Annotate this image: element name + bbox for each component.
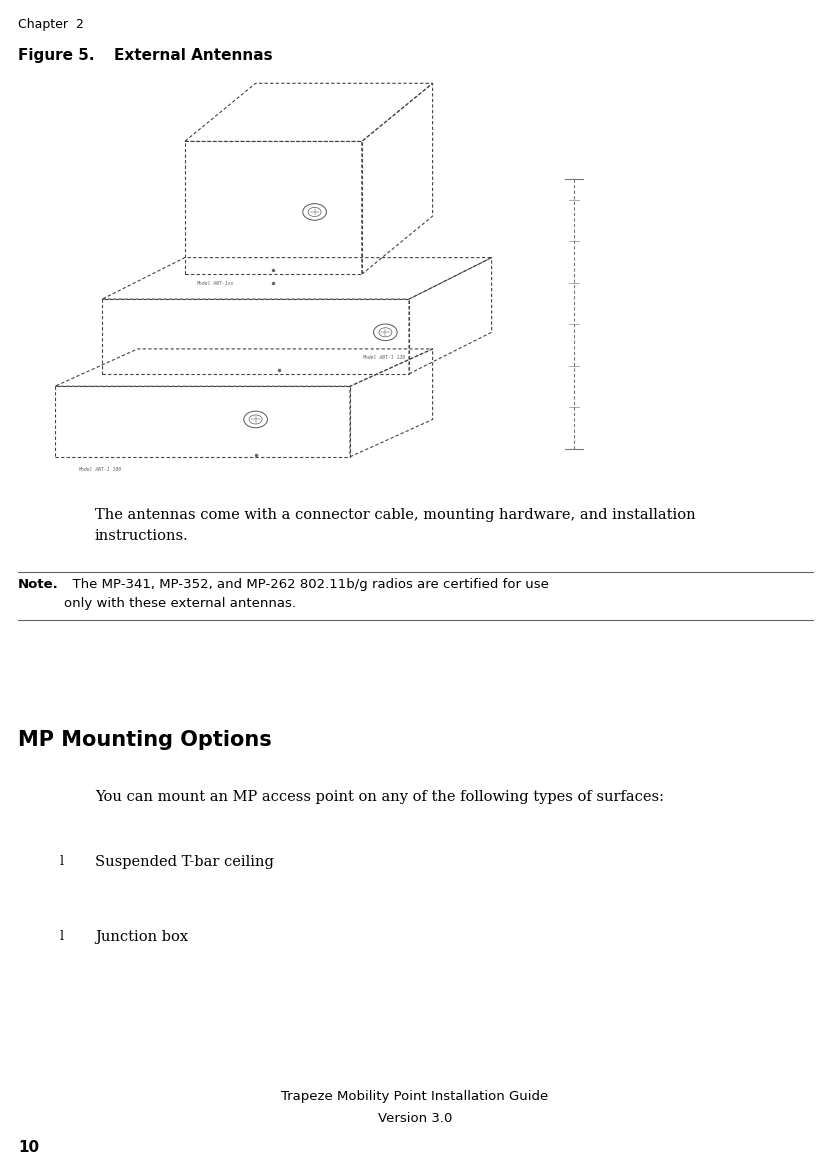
Text: Note.: Note. — [18, 578, 59, 591]
Text: Version 3.0: Version 3.0 — [378, 1111, 452, 1125]
Text: Junction box: Junction box — [95, 930, 188, 943]
Text: The MP-341, MP-352, and MP-262 802.11b/g radios are certified for use
only with : The MP-341, MP-352, and MP-262 802.11b/g… — [64, 578, 548, 610]
Text: Suspended T-bar ceiling: Suspended T-bar ceiling — [95, 855, 274, 869]
Text: Model ANT-1 120: Model ANT-1 120 — [361, 356, 405, 360]
Text: External Antennas: External Antennas — [93, 48, 273, 63]
Text: l: l — [60, 930, 64, 943]
Text: The antennas come with a connector cable, mounting hardware, and installation
in: The antennas come with a connector cable… — [95, 508, 696, 542]
Text: Trapeze Mobility Point Installation Guide: Trapeze Mobility Point Installation Guid… — [282, 1089, 548, 1103]
Text: 10: 10 — [18, 1140, 39, 1156]
Text: Model ANT-1 100: Model ANT-1 100 — [79, 467, 121, 473]
Text: Model ANT-1xx: Model ANT-1xx — [197, 280, 234, 285]
Text: MP Mounting Options: MP Mounting Options — [18, 730, 272, 750]
Text: l: l — [60, 855, 64, 868]
Text: Figure 5.: Figure 5. — [18, 48, 95, 63]
Text: You can mount an MP access point on any of the following types of surfaces:: You can mount an MP access point on any … — [95, 790, 664, 804]
Text: Chapter  2: Chapter 2 — [18, 19, 84, 31]
